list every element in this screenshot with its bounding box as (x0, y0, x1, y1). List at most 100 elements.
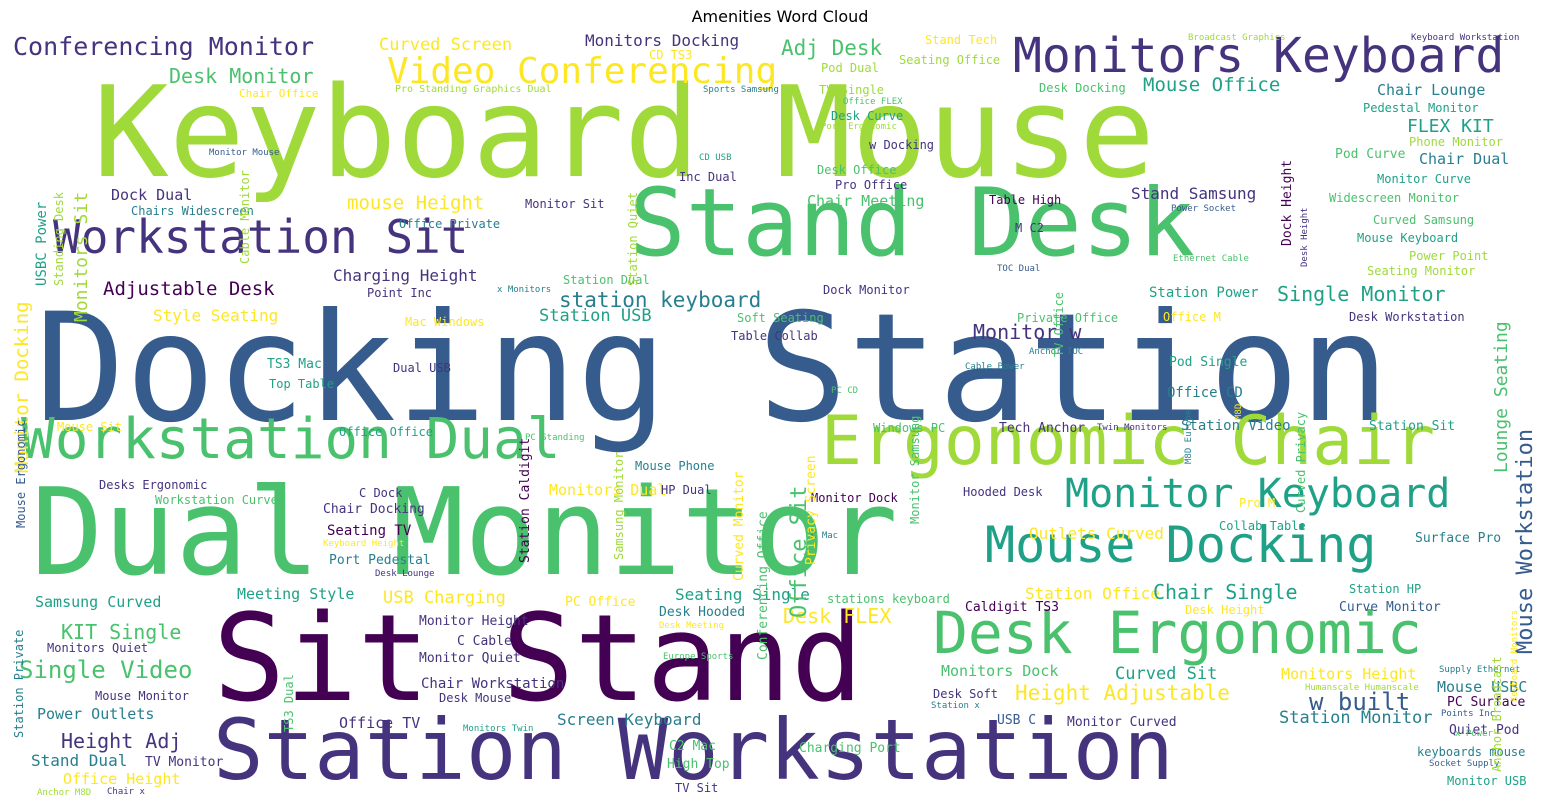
cloud-word-seating-office: Seating Office (899, 53, 1001, 67)
cloud-word-chair-lounge: Chair Lounge (1377, 81, 1486, 99)
cloud-word-station-video: Station Video (1181, 418, 1291, 434)
cloud-word-seating-monitor: Seating Monitor (1367, 264, 1476, 278)
cloud-word-table-high: Table High (989, 193, 1062, 207)
cloud-word-station-keyboard: station keyboard (559, 288, 762, 312)
cloud-word-stand-desk: Stand Desk (629, 169, 1195, 278)
cloud-word-x-monitors: x Monitors (497, 285, 552, 295)
cloud-word-mouse-height: mouse Height (347, 192, 485, 214)
cloud-word-broadcast-graphics: Broadcast Graphics (1188, 33, 1286, 43)
cloud-word-office-height: Office Height (63, 770, 181, 788)
cloud-word-curved-screen: Curved Screen (379, 35, 513, 55)
cloud-word-port-pedestal: Port Pedestal (329, 553, 431, 568)
cloud-word-monitor-dock: Monitor Dock (811, 491, 898, 505)
cloud-word-private-office: Private Office (1017, 311, 1119, 325)
cloud-word-adj-desk: Adj Desk (781, 36, 883, 60)
cloud-word-mouse-office: Mouse Office (1143, 74, 1281, 96)
cloud-word-chair-single: Chair Single (1153, 580, 1298, 604)
cloud-word-phone-monitor: Phone Monitor (1409, 135, 1503, 149)
cloud-word-conferencing-office: Conferencing Office (756, 511, 771, 661)
cloud-word-kit-single: KIT Single (61, 620, 182, 644)
word-cloud: Keyboard Mouse Docking Station Dual Monito… (13, 32, 1543, 802)
cloud-word-station-private: Station Private (13, 629, 26, 738)
cloud-word-keyboard-mouse: Keyboard Mouse (93, 59, 1156, 206)
cloud-word-chair-workstation: Chair Workstation (421, 676, 565, 692)
cloud-word-anchor-broadcast: Anchor Broadcast (1490, 656, 1504, 773)
cloud-word-station-dual: Station Dual (563, 273, 650, 287)
cloud-word-pc-office: PC Office (565, 595, 636, 610)
cloud-word-tv-sit: TV Sit (675, 781, 719, 795)
cloud-word-soft-seating: Soft Seating (737, 311, 824, 325)
cloud-word-m8d: M8D (1234, 403, 1244, 421)
cloud-word-monitors-keyboard: Monitors Keyboard (1013, 32, 1505, 84)
cloud-word-desks-ergonomic: Desks Ergonomic (99, 478, 208, 492)
cloud-word-ts3-mac: TS3 Mac (267, 357, 322, 372)
cloud-word-monitors-dual: Monitors Dual (549, 481, 667, 499)
cloud-word-chairs-widescreen: Chairs Widescreen (131, 204, 254, 218)
cloud-word-flex-kit: FLEX KIT (1407, 116, 1494, 137)
cloud-word-point-inc: Point Inc (367, 286, 433, 300)
cloud-word-supply-ethernet: Supply Ethernet (1439, 665, 1521, 675)
cloud-word-hooded-desk: Hooded Desk (963, 485, 1043, 499)
cloud-word-station-sit: Station Sit (1369, 419, 1456, 434)
cloud-word-monitors-docking: Monitors Docking (585, 32, 740, 50)
cloud-word-ethernet-cable: Ethernet Cable (1173, 254, 1249, 264)
cloud-word-anchor-m8d: Anchor M8D (37, 788, 92, 798)
cloud-word-samsung-curved: Samsung Curved (35, 593, 162, 611)
cloud-word-station-usb: Station USB (539, 306, 652, 326)
cloud-word-outlets-curved: Outlets Curved (1029, 524, 1164, 543)
cloud-word-tv-monitor: TV Monitor (145, 755, 224, 770)
cloud-word-charging-height: Charging Height (333, 266, 478, 285)
cloud-word-desk-height: Desk Height (1185, 603, 1265, 617)
cloud-word-pro-standing-graphics-dual: Pro Standing Graphics Dual (395, 84, 552, 95)
cloud-word-pod-curve: Pod Curve (1335, 147, 1406, 162)
cloud-word-station-caldigit: Station Caldigit (518, 437, 533, 563)
cloud-word-station-power: Station Power (1149, 285, 1259, 301)
cloud-word-seating-single: Seating Single (675, 585, 810, 604)
cloud-word-desk-curve: Desk Curve (831, 109, 904, 123)
cloud-word-cable-monitor: Cable Monitor (238, 169, 252, 264)
cloud-word-c-dock: C Dock (359, 486, 403, 500)
cloud-word-height-adjustable: Height Adjustable (1015, 681, 1230, 705)
cloud-word-dual-usb: Dual USB (393, 361, 451, 375)
cloud-word-single-video: Single Video (19, 656, 193, 684)
cloud-word-dock-monitor: Dock Monitor (823, 283, 910, 297)
cloud-word-monitor-quiet: Monitor Quiet (419, 651, 521, 666)
cloud-word-station-hp: Station HP (1349, 582, 1422, 596)
cloud-word-conferencing-monitor: Conferencing Monitor (13, 32, 315, 61)
cloud-word-stand-dual: Stand Dual (31, 751, 128, 770)
cloud-word-desk-soft: Desk Soft (933, 687, 999, 701)
cloud-word-stations-keyboard: stations keyboard (827, 592, 950, 606)
cloud-word-office-private: Office Private (399, 217, 501, 231)
cloud-word-mouse-phone: Mouse Phone (635, 459, 715, 473)
cloud-word-m-c2: M C2 (1015, 221, 1044, 235)
cloud-word-cable-power: Cable Power (965, 362, 1025, 372)
cloud-word-station-office: Station Office (1025, 584, 1160, 603)
cloud-word-pro-office: Pro Office (835, 178, 908, 192)
cloud-word-ergonomic-chair: Ergonomic Chair (821, 402, 1436, 481)
cloud-word-sit-stand: Sit Stand (213, 590, 864, 729)
cloud-word-pod-single: Pod Single (1169, 355, 1248, 370)
cloud-word-screen-keyboard: Screen Keyboard (557, 710, 702, 729)
cloud-word-stand-tech: Stand Tech (925, 33, 998, 47)
cloud-word-dock-height: Dock Height (1280, 159, 1295, 246)
cloud-word-standing-desk: Standing Desk (52, 191, 66, 286)
cloud-word-workstation-curved: Workstation Curved (155, 493, 286, 507)
cloud-word-monitor-keyboard: Monitor Keyboard (1065, 471, 1451, 517)
cloud-word-desk-lounge: Desk Lounge (375, 569, 435, 579)
cloud-word-keyboard-workstation: Keyboard Workstation (1411, 33, 1520, 43)
cloud-word-monitor-sit: Monitor Sit (525, 197, 605, 211)
cloud-word-pc-standing: PC Standing (525, 433, 585, 443)
cloud-word-docking-station: Docking Station (35, 282, 1390, 456)
cloud-word-monitor-curved: Monitor Curved (1067, 715, 1177, 730)
cloud-word-desk-docking: Desk Docking (1039, 81, 1126, 95)
cloud-word-workstation-dual: Workstation Dual (21, 407, 561, 472)
cloud-word-chair-x: Chair x (107, 787, 145, 797)
cloud-word-single-monitor: Single Monitor (1277, 282, 1446, 306)
cloud-word-tv-office: TV Office (1052, 291, 1066, 357)
cloud-word-monitor-samsung: Monitor Samsung (908, 415, 922, 524)
cloud-word-chair-docking: Chair Docking (323, 502, 425, 517)
cloud-word-windows-pc: Windows PC (873, 421, 946, 435)
cloud-word-c2-mac: C2 Mac (669, 739, 716, 754)
cloud-word-c-cable: C Cable (457, 634, 512, 649)
cloud-word-desk-workstation: Desk Workstation (1349, 310, 1465, 324)
